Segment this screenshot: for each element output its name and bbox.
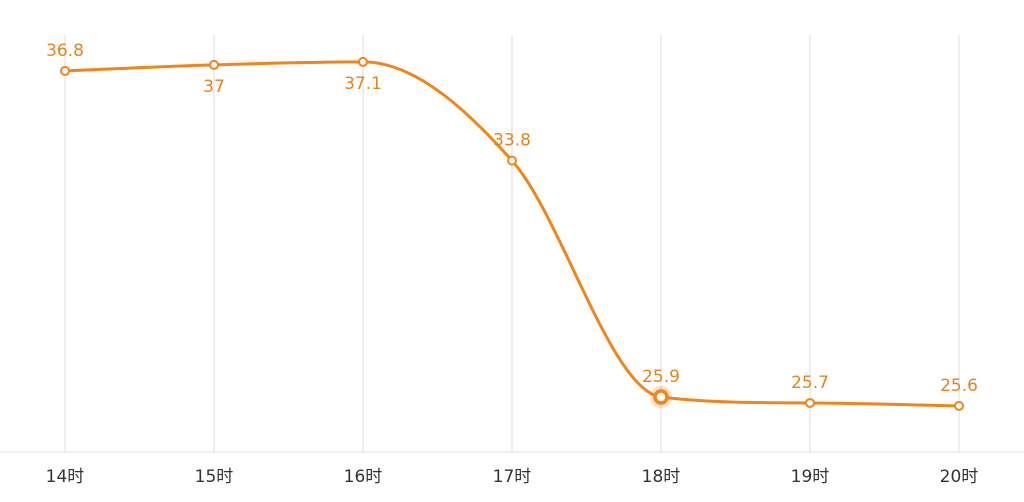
point	[358, 56, 368, 67]
point	[805, 397, 815, 408]
x-tick-label: 17时	[493, 467, 532, 487]
x-tick-label: 15时	[195, 467, 234, 487]
point	[653, 389, 669, 405]
point	[209, 59, 219, 70]
x-tick-label: 16时	[344, 467, 383, 487]
data-label: 37	[203, 77, 225, 97]
data-label: 25.9	[642, 367, 680, 387]
data-label: 33.8	[493, 131, 531, 151]
point	[60, 65, 70, 76]
data-label: 25.6	[940, 376, 978, 396]
point	[507, 155, 517, 166]
x-tick-label: 20时	[940, 467, 979, 487]
x-tick-label: 18时	[642, 467, 681, 487]
x-tick-label: 14时	[46, 467, 85, 487]
data-label: 36.8	[46, 41, 84, 61]
data-label: 37.1	[344, 74, 382, 94]
data-label: 25.7	[791, 373, 829, 393]
point	[954, 400, 964, 411]
x-tick-label: 19时	[791, 467, 830, 487]
